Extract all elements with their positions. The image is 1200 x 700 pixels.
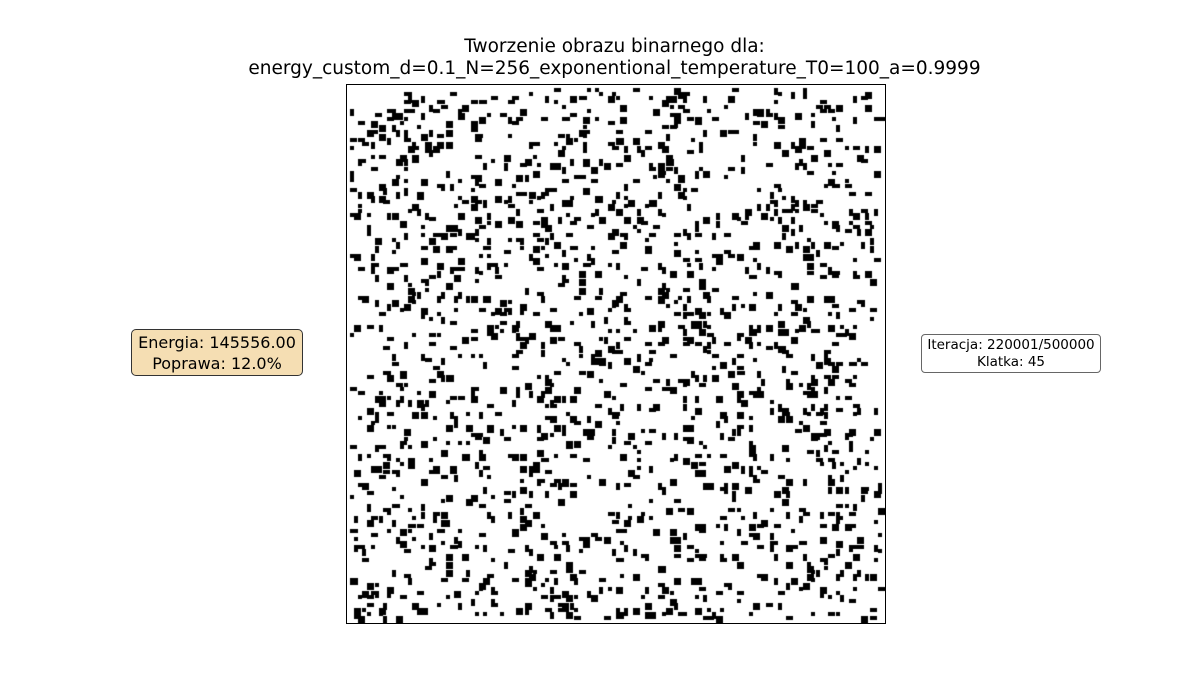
binary-image <box>347 85 885 623</box>
energy-info-box: Energia: 145556.00 Poprawa: 12.0% <box>131 329 303 376</box>
binary-image-frame <box>346 84 886 624</box>
energy-value: Energia: 145556.00 <box>138 333 296 352</box>
iteration-info-box: Iteracja: 220001/500000 Klatka: 45 <box>921 334 1101 373</box>
improvement-value: Poprawa: 12.0% <box>152 354 282 373</box>
title-line-1: Tworzenie obrazu binarnego dla: <box>464 36 765 57</box>
iteration-value: Iteracja: 220001/500000 <box>927 337 1095 353</box>
title-line-2: energy_custom_d=0.1_N=256_exponentional_… <box>248 58 981 79</box>
frame-value: Klatka: 45 <box>976 354 1046 370</box>
figure-title: Tworzenie obrazu binarnego dla: energy_c… <box>0 36 1200 80</box>
